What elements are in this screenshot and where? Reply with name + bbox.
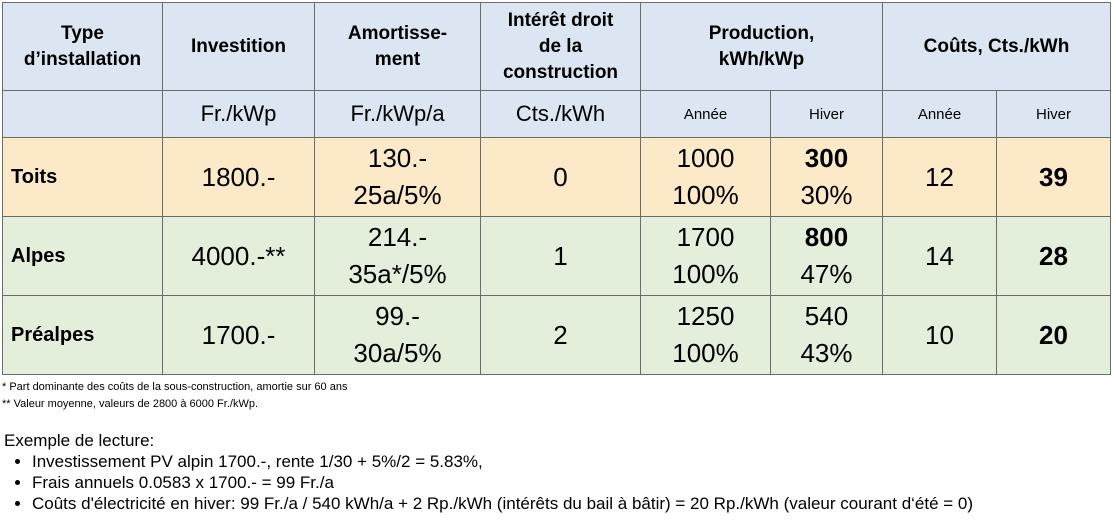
header-cell: Production, kWh/kWp <box>640 2 883 91</box>
header-cell: Intérêt droit de la construction <box>480 2 641 91</box>
cell-line: 214.- <box>367 222 428 252</box>
unit-cell: Fr./kWp/a <box>314 90 481 138</box>
cell: 12 <box>882 137 997 217</box>
cell: 20 <box>995 295 1112 375</box>
cell: 39 <box>995 137 1112 217</box>
cell-line: 25a/5% <box>353 180 442 210</box>
cell-line: 99.- <box>375 301 420 331</box>
example-item: Coûts d'électricité en hiver: 99 Fr./a /… <box>32 493 973 514</box>
data-row: Alpes 4000.-** 214.- 35a*/5% 1 1700 100% 8… <box>2 216 1112 296</box>
cell: 540 43% <box>770 295 883 375</box>
cell: 300 30% <box>770 137 883 217</box>
cell: 1700.- <box>162 295 315 375</box>
cell-line: 100% <box>672 259 739 289</box>
unit-cell: Fr./kWp <box>162 90 315 138</box>
row-name: Préalpes <box>2 295 163 375</box>
header-cell: Coûts, Cts./kWh <box>881 2 1112 91</box>
example-item: Investissement PV alpin 1700.-, rente 1/… <box>32 451 973 472</box>
footnote: * Part dominante des coûts de la sous-co… <box>2 381 348 393</box>
header-row: Type d’installation Investition Amortiss… <box>2 2 1112 91</box>
cell: 4000.-** <box>162 216 315 296</box>
unit-cell <box>2 90 163 138</box>
cell: 1000 100% <box>640 137 771 217</box>
cell-line: 1000 <box>676 143 735 173</box>
cell: 14 <box>882 216 997 296</box>
cell-line: 1250 <box>676 301 735 331</box>
example-item: Frais annuels 0.0583 x 1700.- = 99 Fr./a <box>32 472 973 493</box>
data-row: Préalpes 1700.- 99.- 30a/5% 2 1250 100% 54… <box>2 295 1112 375</box>
cell: 10 <box>882 295 997 375</box>
unit-cell: Hiver <box>995 90 1112 138</box>
cell: 1 <box>480 216 641 296</box>
cell-line: 30a/5% <box>353 338 442 368</box>
cell-line: 800 <box>804 222 849 252</box>
installation-table: Type d’installation Investition Amortiss… <box>2 2 1112 375</box>
cell: 2 <box>480 295 641 375</box>
cell-line: 35a*/5% <box>348 259 447 289</box>
cell-line: 43% <box>800 338 853 368</box>
cell-line: 100% <box>672 338 739 368</box>
cell: 800 47% <box>770 216 883 296</box>
cell: 0 <box>480 137 641 217</box>
row-name: Toits <box>2 137 163 217</box>
cell: 214.- 35a*/5% <box>314 216 481 296</box>
cell-line: 100% <box>672 180 739 210</box>
cell: 1250 100% <box>640 295 771 375</box>
cell-line: 1700 <box>676 222 735 252</box>
header-cell: Amortisse- ment <box>314 2 481 91</box>
cell: 28 <box>995 216 1112 296</box>
header-cell: Type d’installation <box>2 2 163 91</box>
cell-line: 130.- <box>367 143 428 173</box>
example-title: Exemple de lecture: <box>4 431 155 450</box>
cell-line: 540 <box>804 301 849 331</box>
cell: 1800.- <box>162 137 315 217</box>
cell: 130.- 25a/5% <box>314 137 481 217</box>
cell: 1700 100% <box>640 216 771 296</box>
row-name: Alpes <box>2 216 163 296</box>
header-cell: Investition <box>162 2 315 91</box>
unit-cell: Année <box>882 90 997 138</box>
unit-cell: Cts./kWh <box>480 90 641 138</box>
cell-line: 30% <box>800 180 853 210</box>
unit-cell: Hiver <box>770 90 883 138</box>
units-row: Fr./kWp Fr./kWp/a Cts./kWh Année Hiver A… <box>2 90 1112 138</box>
footnote: ** Valeur moyenne, valeurs de 2800 à 600… <box>2 398 258 410</box>
cell-line: 300 <box>804 143 849 173</box>
example-list: Investissement PV alpin 1700.-, rente 1/… <box>4 451 973 514</box>
data-row: Toits 1800.- 130.- 25a/5% 0 1000 100% 300 3… <box>2 137 1112 217</box>
example: Exemple de lecture: Investissement PV al… <box>4 430 973 514</box>
cell-line: 47% <box>800 259 853 289</box>
unit-cell: Année <box>640 90 771 138</box>
cell: 99.- 30a/5% <box>314 295 481 375</box>
